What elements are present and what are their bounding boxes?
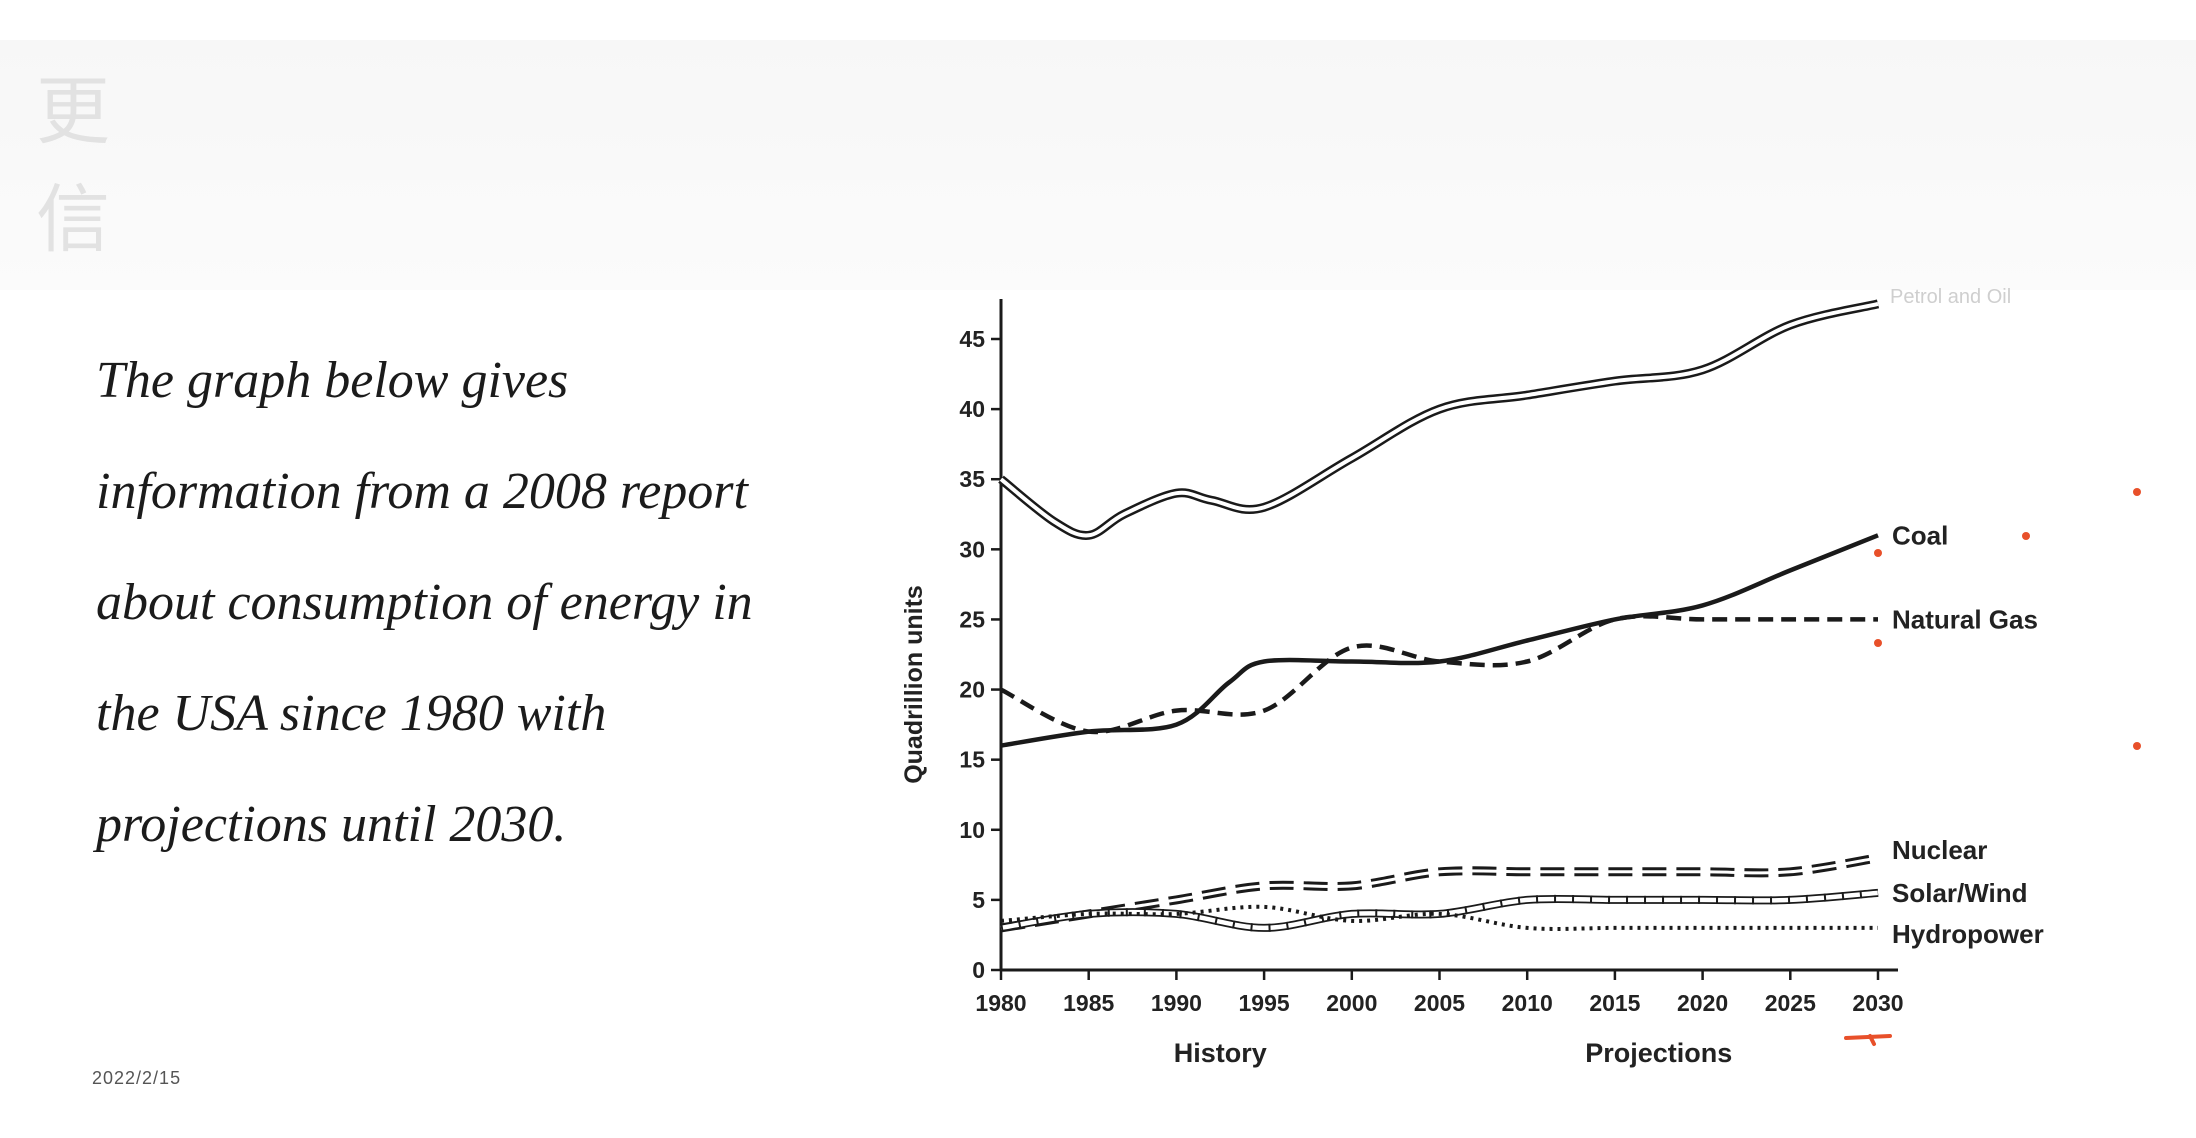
intro-line: about consumption of energy in [96,574,753,631]
intro-text: The graph below gives information from a… [96,325,856,880]
series-label-coal: Coal [1892,520,1948,550]
y-tick-label: 35 [959,466,985,492]
annotation-dot [2133,742,2141,750]
chart-series [998,299,1880,933]
x-tick-label: 1990 [1151,990,1202,1016]
y-axis-title: Quadrillion units [900,585,928,784]
series-label-nuclear: Nuclear [1892,835,1987,865]
annotation-pen-mark [1844,1034,1892,1046]
intro-line: projections until 2030. [96,796,567,853]
intro-line: information from a 2008 report [96,463,748,520]
y-tick-label: 15 [959,747,985,773]
series-line-solar-wind [1000,888,1879,932]
series-line-natural-gas [999,614,1878,735]
series-line-petrol-and-oil-outer [998,299,1880,540]
faded-header-text-1: 更 [36,69,116,155]
y-tick-label: 30 [959,536,985,562]
series-line-petrol-and-oil-inner [999,301,1879,538]
x-tick-label: 2000 [1326,990,1377,1016]
x-tick-label: 1985 [1063,990,1114,1016]
series-line-petrol-and-oil [998,299,1880,540]
series-label-hydropower: Hydropower [1892,919,2044,949]
x-tick-label: 2005 [1414,990,1465,1016]
series-line-nuclear [1000,853,1879,933]
x-tick-label: 2020 [1677,990,1728,1016]
y-tick-label: 40 [959,396,985,422]
x-tick-label: 2010 [1502,990,1553,1016]
y-tick-label: 10 [959,817,985,843]
chart-annotations [1844,488,2141,1046]
series-line-coal-stroke [1000,533,1879,748]
y-tick-label: 20 [959,677,985,703]
y-tick-label: 25 [959,606,985,632]
series-line-hydropower [1000,904,1878,931]
chart-labels: Petrol and Oil Coal Natural Gas Nuclear Sola… [1890,286,2044,949]
x-tick-label: 2030 [1852,990,1903,1016]
history-label: History [1174,1038,1267,1068]
intro-line: The graph below gives [96,352,569,409]
y-tick-label: 0 [972,957,985,983]
annotation-dot [2133,488,2141,496]
series-label-natural-gas: Natural Gas [1892,604,2038,634]
series-label-solar-wind: Solar/Wind [1892,878,2028,908]
annotation-dot [1874,639,1882,647]
x-tick-label: 2025 [1765,990,1816,1016]
series-line-coal [1000,533,1879,748]
projections-label: Projections [1585,1038,1732,1068]
series-line-natural-gas-stroke [999,614,1878,735]
series-line-nuclear-inner [1000,856,1879,930]
annotation-dot [2022,532,2030,540]
y-tick-label: 45 [959,326,985,352]
series-line-hydropower-stroke [1000,904,1878,931]
y-tick-label: 5 [972,887,985,913]
intro-line: the USA since 1980 with [96,685,607,742]
x-tick-label: 1995 [1239,990,1290,1016]
date-stamp: 2022/2/15 [92,1068,182,1088]
faded-header-band [0,40,2196,290]
annotation-dot [1874,549,1882,557]
faded-header-text-2: 信 [36,177,116,263]
x-tick-label: 2015 [1589,990,1640,1016]
x-tick-label: 1980 [975,990,1026,1016]
series-label-petrol-and-oil: Petrol and Oil [1890,286,2011,308]
